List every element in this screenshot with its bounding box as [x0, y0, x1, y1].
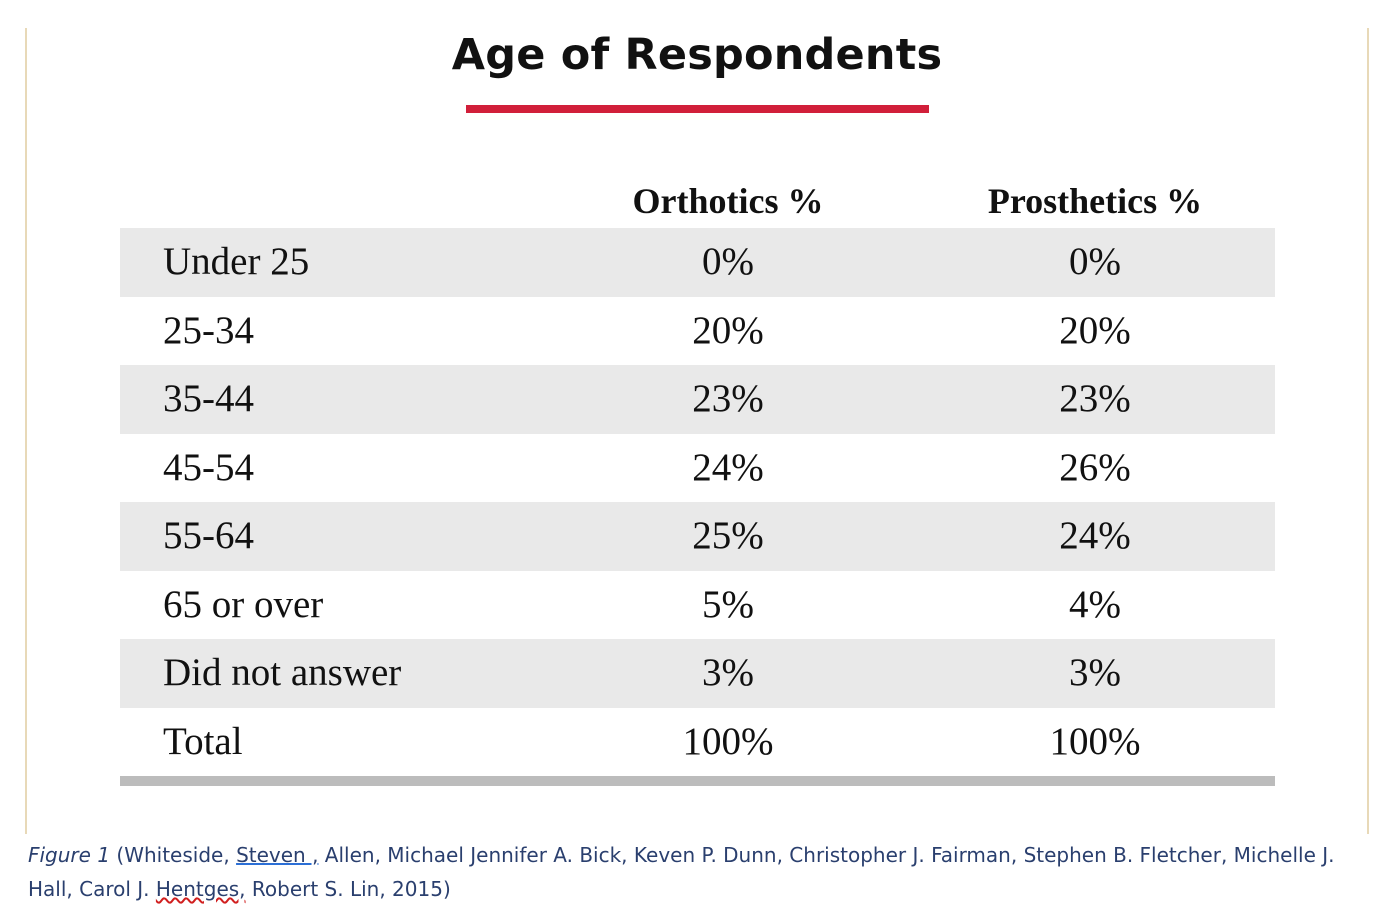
table-body: Under 25 0% 0% 25-34 20% 20% 35-44 23% 23% 45-54 2… — [120, 228, 1275, 776]
orthotics-value: 25% — [692, 514, 764, 557]
table-header-row: Orthotics % Prosthetics % — [120, 160, 1275, 228]
caption-close: Robert S. Lin, 2015) — [245, 877, 451, 901]
prosthetics-value: 4% — [1069, 582, 1121, 626]
row-label: 35-44 — [163, 377, 254, 420]
orthotics-value: 0% — [702, 240, 754, 283]
row-label: 65 or over — [163, 582, 324, 626]
prosthetics-value: 20% — [1059, 308, 1131, 352]
frame-left-border — [25, 28, 27, 834]
orthotics-value: 23% — [692, 377, 764, 420]
table-bottom-rule — [120, 776, 1275, 786]
prosthetics-value: 24% — [1059, 514, 1131, 557]
row-label: Under 25 — [163, 240, 310, 283]
orthotics-value: 3% — [702, 651, 754, 694]
table-row: Total 100% 100% — [120, 708, 1275, 777]
prosthetics-value: 23% — [1059, 377, 1131, 420]
orthotics-value: 20% — [692, 308, 764, 352]
orthotics-value: 100% — [682, 719, 774, 763]
row-label: Did not answer — [163, 651, 402, 694]
prosthetics-value: 26% — [1059, 445, 1131, 489]
row-label: 25-34 — [163, 308, 254, 352]
table-row: 65 or over 5% 4% — [120, 571, 1275, 640]
table-row: 25-34 20% 20% — [120, 297, 1275, 366]
table-row: Did not answer 3% 3% — [120, 639, 1275, 708]
frame-right-border — [1367, 28, 1369, 834]
figure-caption: Figure 1 (Whiteside, Steven , Allen, Mic… — [28, 838, 1348, 906]
prosthetics-value: 3% — [1069, 651, 1121, 694]
title-underline — [466, 105, 929, 113]
prosthetics-value: 100% — [1049, 719, 1141, 763]
chart-title: Age of Respondents — [451, 30, 943, 80]
prosthetics-value: 0% — [1069, 240, 1121, 283]
table-row: 45-54 24% 26% — [120, 434, 1275, 503]
data-table: Orthotics % Prosthetics % Under 25 0% 0% 25… — [120, 160, 1275, 786]
column-header-orthotics: Orthotics % — [632, 181, 824, 221]
table-row: Under 25 0% 0% — [120, 228, 1275, 297]
caption-open: (Whiteside, — [110, 843, 237, 867]
row-label: 55-64 — [163, 514, 254, 557]
caption-underlined-name: Steven , — [236, 843, 319, 867]
orthotics-value: 5% — [702, 582, 754, 626]
caption-figure-label: Figure 1 — [28, 843, 111, 867]
column-header-prosthetics: Prosthetics % — [987, 181, 1203, 221]
caption-middle: Allen, Michael Jennifer A. Bick, Keven P… — [28, 843, 1335, 901]
orthotics-value: 24% — [692, 445, 764, 489]
caption-misspelled-name: Hentges, — [155, 877, 246, 901]
row-label: 45-54 — [163, 445, 254, 489]
table-row: 35-44 23% 23% — [120, 365, 1275, 434]
row-label: Total — [163, 719, 243, 763]
table-row: 55-64 25% 24% — [120, 502, 1275, 571]
